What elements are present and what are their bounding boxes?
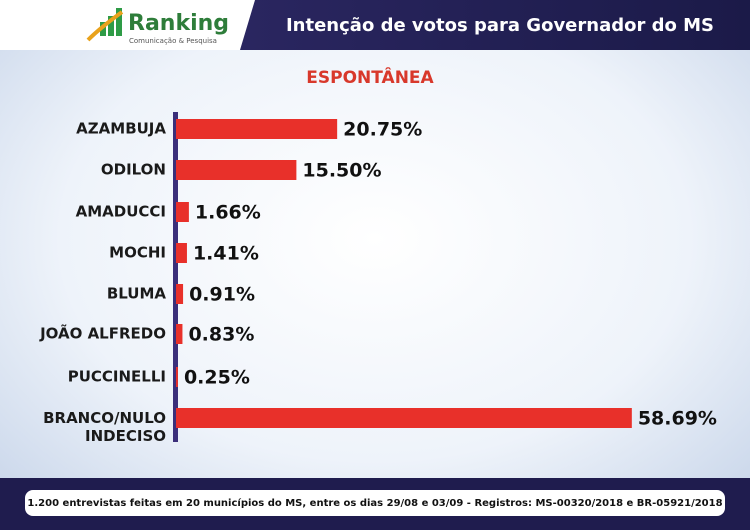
bar (176, 284, 184, 304)
category-label: BLUMA (107, 285, 167, 303)
category-label: BRANCO/NULO INDECISO (43, 409, 166, 445)
bar (176, 408, 632, 428)
bar (176, 119, 338, 139)
bar (176, 243, 187, 263)
category-label: MOCHI (109, 244, 166, 262)
footer-box (25, 490, 725, 516)
bar (176, 202, 189, 222)
logo-icon (86, 8, 124, 42)
logo: Ranking (128, 11, 229, 36)
chart-subtitle: ESPONTÂNEA (306, 66, 434, 88)
category-label: ODILON (101, 161, 166, 179)
footer-note: 1.200 entrevistas feitas em 20 município… (27, 497, 722, 509)
chart-title: Intenção de votos para Governador do MS (286, 15, 714, 36)
value-label: 0.91% (189, 284, 255, 306)
value-label: 0.83% (188, 324, 254, 346)
logo-tagline: Comunicação & Pesquisa (129, 37, 217, 45)
bar (176, 324, 183, 344)
value-label: 0.25% (184, 367, 250, 389)
bar (176, 367, 178, 387)
value-label: 15.50% (302, 160, 381, 182)
bar (176, 160, 297, 180)
category-label: JOÃO ALFREDO (39, 324, 166, 343)
logo-area (0, 0, 255, 50)
value-label: 1.66% (195, 202, 261, 224)
axis-line (173, 112, 178, 442)
value-label: 1.41% (193, 243, 259, 265)
value-label: 20.75% (343, 119, 422, 141)
category-label: PUCCINELLI (68, 368, 166, 386)
category-label: AZAMBUJA (76, 120, 166, 138)
category-label: AMADUCCI (76, 203, 166, 221)
title-band (240, 0, 750, 50)
value-label: 58.69% (638, 408, 717, 430)
